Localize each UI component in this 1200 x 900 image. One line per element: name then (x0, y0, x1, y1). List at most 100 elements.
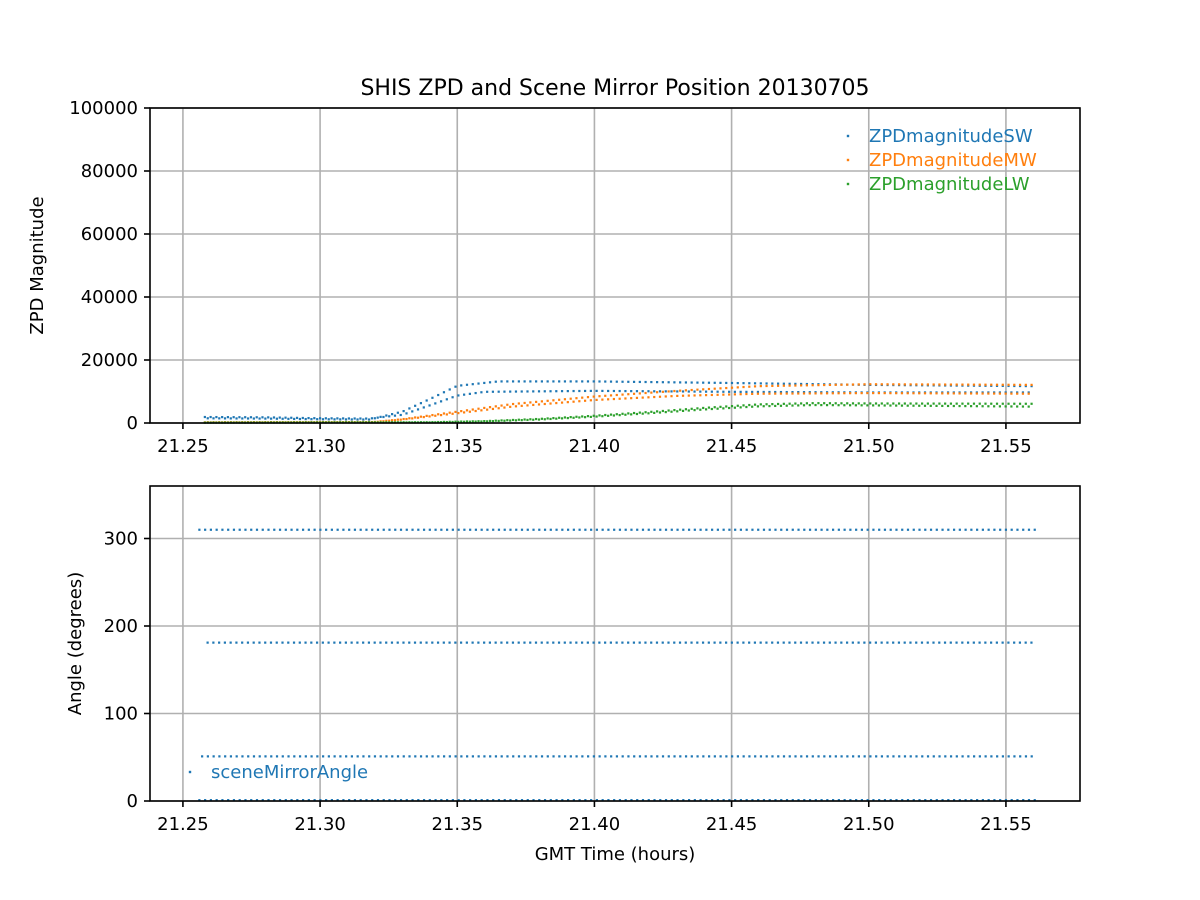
data-point (523, 418, 526, 421)
data-point (543, 528, 547, 531)
data-point (322, 755, 325, 758)
data-point (589, 389, 592, 393)
data-point (627, 641, 630, 644)
data-point (872, 799, 875, 802)
data-point (742, 404, 745, 407)
data-point (981, 405, 984, 408)
data-point (442, 755, 446, 758)
data-point (494, 380, 497, 383)
data-point (520, 419, 523, 422)
data-point (952, 392, 955, 395)
data-point (897, 402, 901, 405)
data-point (805, 641, 808, 644)
data-point (402, 641, 405, 644)
y-tick-label: 100000 (69, 98, 138, 119)
data-point (344, 641, 347, 644)
data-point (1018, 383, 1022, 386)
data-point (417, 528, 420, 531)
data-point (414, 755, 417, 758)
data-point (483, 420, 486, 423)
data-point (540, 755, 544, 758)
data-point (704, 394, 708, 397)
data-point (451, 420, 454, 424)
data-point (494, 405, 497, 408)
data-point (693, 390, 696, 393)
data-point (757, 799, 760, 802)
data-point (402, 409, 405, 413)
data-point (696, 641, 699, 644)
data-point (1024, 402, 1027, 405)
data-point (396, 411, 399, 414)
data-point (699, 408, 702, 411)
data-point (725, 386, 728, 390)
data-point (779, 390, 783, 394)
data-point (520, 799, 524, 802)
data-point (549, 799, 552, 802)
data-point (578, 528, 581, 531)
data-point (947, 528, 950, 531)
data-point (759, 755, 763, 758)
data-point (471, 755, 474, 758)
data-point (281, 641, 284, 644)
data-point (287, 755, 290, 758)
angle-data-points (198, 528, 1036, 802)
data-point (316, 755, 319, 758)
data-point (419, 755, 423, 758)
data-point (500, 404, 503, 407)
data-point (218, 755, 221, 758)
data-point (465, 420, 469, 423)
data-point (635, 396, 639, 399)
data-point (402, 417, 405, 421)
data-point (754, 755, 757, 758)
data-point (330, 528, 333, 531)
data-point (756, 390, 760, 394)
data-point (912, 404, 915, 407)
data-point (353, 417, 356, 420)
data-point (215, 415, 218, 419)
data-point (1001, 755, 1005, 758)
data-point (1018, 641, 1022, 644)
data-point (523, 380, 526, 383)
data-point (803, 528, 806, 531)
data-point (1021, 392, 1025, 395)
zpd-y-axis-ticks: 0 20000 40000 60000 80000 100000 (69, 98, 150, 434)
data-point (385, 755, 388, 758)
data-point (999, 528, 1002, 531)
data-point (955, 755, 958, 758)
data-point (730, 381, 734, 385)
data-point (636, 799, 639, 802)
data-point (428, 415, 431, 418)
data-point (736, 755, 740, 758)
data-point (367, 641, 371, 644)
data-point (768, 528, 771, 531)
data-point (704, 390, 708, 393)
data-point (696, 755, 699, 758)
data-point (693, 394, 696, 397)
data-point (774, 528, 777, 531)
data-point (457, 528, 460, 531)
data-point (293, 755, 296, 758)
data-point (756, 392, 760, 395)
data-point (834, 755, 837, 758)
y-tick-label: 100 (104, 704, 138, 725)
data-point (817, 641, 820, 644)
data-point (324, 417, 327, 420)
data-point (918, 404, 921, 407)
data-point (828, 383, 832, 387)
data-point (457, 394, 460, 397)
data-point (437, 413, 440, 416)
data-point (463, 420, 466, 423)
data-point (687, 394, 690, 397)
data-point (494, 755, 498, 758)
data-point (440, 528, 443, 531)
data-point (788, 384, 791, 387)
data-point (880, 641, 883, 644)
data-point (514, 405, 518, 408)
data-point (860, 392, 863, 395)
data-point (514, 390, 518, 393)
data-point (428, 528, 431, 531)
data-point (938, 641, 941, 644)
data-point (676, 528, 679, 531)
data-point (814, 403, 817, 407)
data-point (307, 528, 310, 531)
